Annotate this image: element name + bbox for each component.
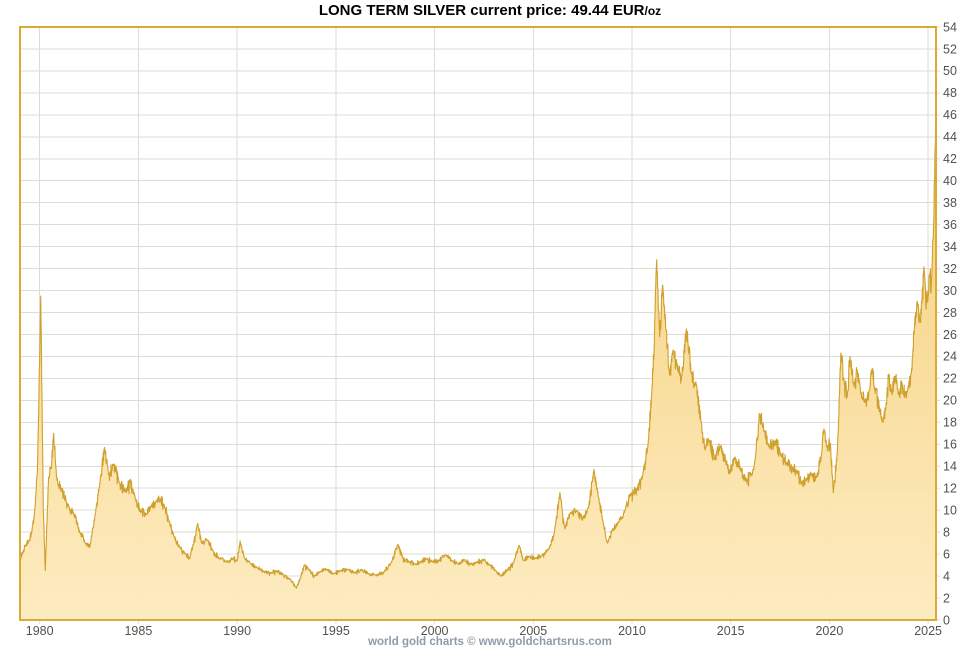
y-axis-label: 10 xyxy=(943,504,957,518)
y-axis-label: 20 xyxy=(943,394,957,408)
y-axis-label: 14 xyxy=(943,460,957,474)
price-line xyxy=(19,106,937,589)
x-axis-label: 2025 xyxy=(914,624,942,638)
y-axis-label: 42 xyxy=(943,152,957,166)
y-axis-label: 8 xyxy=(943,525,950,539)
y-axis-label: 52 xyxy=(943,42,957,56)
y-axis-label: 24 xyxy=(943,350,957,364)
y-axis-label: 44 xyxy=(943,130,957,144)
y-axis-label: 28 xyxy=(943,306,957,320)
y-axis-label: 36 xyxy=(943,218,957,232)
title-unit: /oz xyxy=(644,4,662,18)
y-axis-label: 18 xyxy=(943,416,957,430)
y-axis-label: 38 xyxy=(943,196,957,210)
y-axis-label: 30 xyxy=(943,284,957,298)
y-axis-label: 40 xyxy=(943,174,957,188)
y-axis-label: 2 xyxy=(943,591,950,605)
y-axis-label: 0 xyxy=(943,613,950,627)
title-price-value: 49.44 xyxy=(571,2,609,19)
credit-line: world gold charts © www.goldchartsrus.co… xyxy=(368,636,612,648)
price-area xyxy=(20,106,936,621)
x-axis-label: 1990 xyxy=(223,624,251,638)
x-axis-label: 1995 xyxy=(322,624,350,638)
x-axis-label: 2005 xyxy=(519,624,547,638)
x-axis-label: 2000 xyxy=(421,624,449,638)
title-currency: EUR xyxy=(612,2,645,19)
x-axis-label: 2015 xyxy=(717,624,745,638)
x-axis-label: 1985 xyxy=(124,624,152,638)
x-axis-label: 2020 xyxy=(815,624,843,638)
y-axis-label: 50 xyxy=(943,64,957,78)
y-axis-label: 54 xyxy=(943,20,957,34)
y-axis-label: 34 xyxy=(943,240,957,254)
title-price-label: current price: xyxy=(466,2,567,19)
y-axis-label: 22 xyxy=(943,372,957,386)
y-axis-label: 46 xyxy=(943,108,957,122)
y-axis-label: 26 xyxy=(943,328,957,342)
x-axis-label: 2010 xyxy=(618,624,646,638)
chart-title: LONG TERM SILVER current price: 49.44 EU… xyxy=(0,2,980,19)
x-axis-label: 1980 xyxy=(26,624,54,638)
y-axis-label: 48 xyxy=(943,86,957,100)
y-axis-label: 32 xyxy=(943,262,957,276)
y-axis-label: 12 xyxy=(943,482,957,496)
y-axis-label: 6 xyxy=(943,547,950,561)
y-axis-label: 4 xyxy=(943,569,950,583)
y-axis-label: 16 xyxy=(943,438,957,452)
title-instrument: LONG TERM SILVER xyxy=(318,2,467,19)
